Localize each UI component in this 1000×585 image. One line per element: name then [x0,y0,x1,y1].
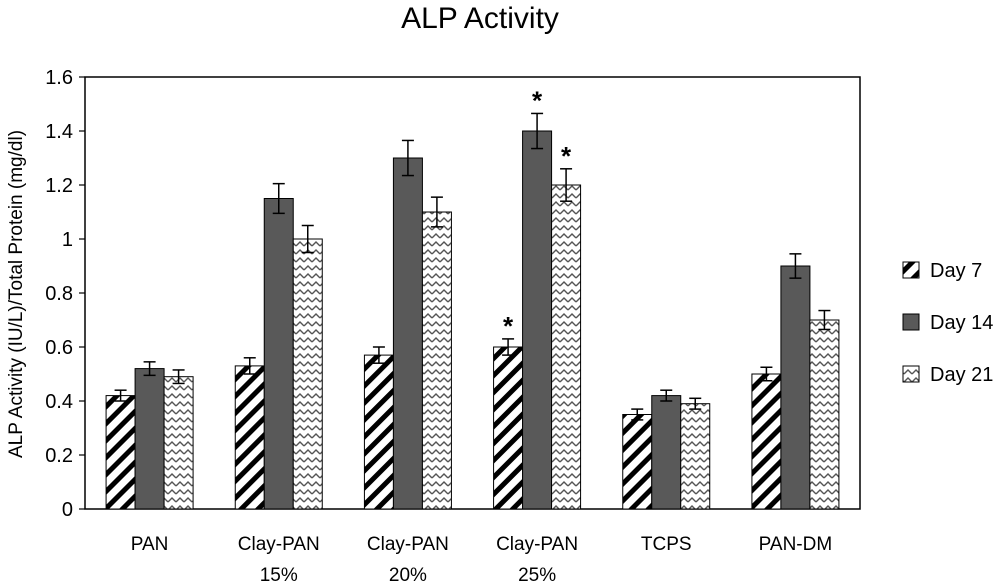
legend: Day 7 Day 14 Day 21 [902,260,993,386]
x-category-label: PAN [131,534,169,555]
bar-day-14 [522,130,553,510]
y-tick-label: 1.2 [45,175,73,197]
bar-marks [105,130,840,510]
bar-day-14 [263,198,294,510]
significance-asterisk: * [503,311,514,341]
legend-swatch [902,313,920,331]
legend-label: Day 21 [930,364,993,386]
bar-day-21 [809,319,840,510]
bar-day-14 [392,157,423,510]
y-tick-label: 1 [62,229,73,251]
bar-day-21 [551,184,582,510]
x-category-label: Clay-PAN [238,534,320,555]
bar-day-21 [421,211,452,510]
bar-day-7 [105,395,136,510]
chart-title: ALP Activity [401,2,559,35]
significance-annotations: * * * [503,85,572,340]
error-bars [114,112,831,421]
y-tick-label: 1.4 [45,121,73,143]
bar-day-7 [622,414,653,510]
legend-swatch [902,365,920,383]
bar-day-14 [134,368,165,510]
y-tick-label: 1.6 [45,67,73,89]
y-axis-label: ALP Activity (IU/L)/Total Protein (mg/dl… [6,130,27,458]
bar-day-7 [493,346,524,510]
bar-day-7 [363,354,394,510]
bar-day-14 [780,265,811,510]
y-tick-label: 0.8 [45,283,73,305]
x-category-label: Clay-PAN [496,534,578,555]
x-category-label: 25% [518,565,556,585]
bar-day-7 [751,373,782,510]
legend-label: Day 14 [930,312,993,334]
legend-label: Day 7 [930,260,982,282]
bar-day-21 [680,403,711,510]
y-tick-label: 0.2 [45,445,73,467]
x-category-label: TCPS [641,534,692,555]
x-category-label: 15% [260,565,298,585]
x-category-label: 20% [389,565,427,585]
bar-day-21 [163,376,194,510]
significance-asterisk: * [532,85,543,115]
y-tick-label: 0 [62,499,73,521]
y-tick-label: 0.6 [45,337,73,359]
bar-day-21 [292,238,323,510]
bar-day-14 [651,395,682,510]
x-category-label: PAN-DM [759,534,833,555]
bar-day-7 [234,365,265,510]
legend-swatch [902,261,920,279]
plot-area-frame [84,76,861,510]
y-tick-label: 0.4 [45,391,73,413]
significance-asterisk: * [561,141,572,171]
x-category-label: Clay-PAN [367,534,449,555]
y-axis-ticks: 0 0.2 0.4 0.6 0.8 1 1.2 1.4 1.6 [45,67,85,521]
x-axis-categories: PAN Clay-PAN 15% Clay-PAN 20% Clay-PAN 25% TCPS… [131,534,832,585]
